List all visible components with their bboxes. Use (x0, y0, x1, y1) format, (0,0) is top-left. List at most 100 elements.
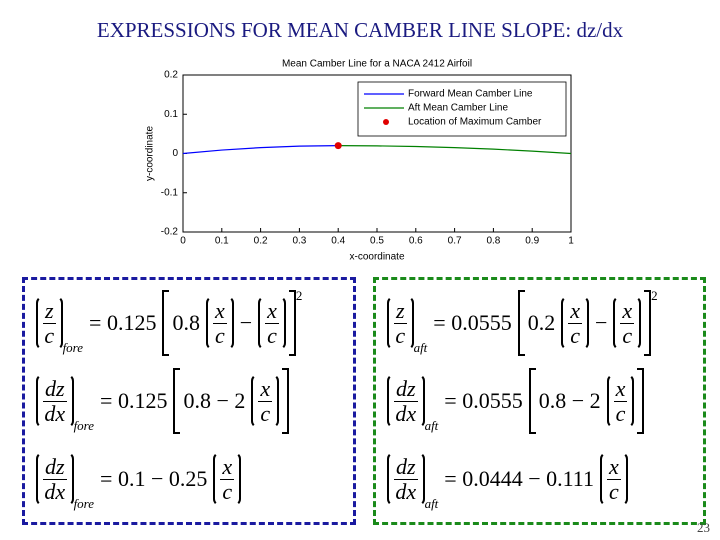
left-paren (561, 296, 568, 350)
denominator: c (267, 322, 277, 348)
subscript: aft (424, 496, 439, 511)
right-bracket (637, 368, 645, 434)
left-paren (213, 452, 220, 506)
denominator: dx (395, 478, 417, 504)
x-tick-label: 0.3 (292, 236, 306, 247)
bracket-group: 0.2 x c − x c 2 (517, 288, 658, 356)
subscript: aft (424, 418, 439, 433)
y-tick-label: -0.1 (161, 187, 179, 198)
denominator: c (570, 322, 580, 348)
bracket-lead: 0.8 − 2 (538, 388, 601, 413)
y-tick-label: 0 (172, 148, 178, 159)
rhs-lead: = 0.0555 (433, 310, 512, 335)
left-paren (599, 452, 607, 506)
denominator: c (608, 478, 619, 504)
right-bracket (282, 368, 290, 434)
rhs-lead: = 0.0444 − 0.111 (444, 466, 594, 491)
left-paren (205, 296, 213, 350)
fore-equation-box: z c fore = 0.125 0.8 x c − x c 2 dz dx fore = 0.125 0.8… (22, 277, 356, 525)
right-paren (627, 374, 635, 428)
right-paren (279, 296, 286, 350)
fraction: dz dx (43, 453, 67, 504)
legend-label: Location of Maximum Camber (408, 117, 542, 128)
paren-group: dz dx aft (387, 452, 438, 511)
bracket-lead: 0.8 − 2 (183, 388, 246, 413)
left-paren (613, 296, 620, 350)
x-tick-label: 0.4 (331, 236, 345, 247)
bracket-group: 0.8 x c − x c 2 (162, 288, 303, 356)
left-paren (387, 452, 394, 506)
left-paren (36, 452, 43, 506)
denominator: c (615, 400, 626, 426)
subscript: fore (73, 496, 95, 511)
paren-group: dz dx fore (36, 374, 94, 433)
numerator: x (568, 297, 582, 324)
right-paren (67, 374, 74, 428)
chart: Mean Camber Line for a NACA 2412 Airfoil… (145, 59, 575, 263)
right-paren (272, 374, 280, 428)
fraction: dz dx (394, 453, 418, 504)
legend-label: Forward Mean Camber Line (408, 89, 533, 100)
denominator: dx (44, 400, 66, 426)
equation: z c fore = 0.125 0.8 x c − x c 2 (33, 284, 305, 362)
slide-title: EXPRESSIONS FOR MEAN CAMBER LINE SLOPE: … (96, 18, 624, 42)
fraction: dz dx (394, 376, 418, 426)
rhs-lead: = 0.125 (89, 310, 157, 335)
right-paren (418, 374, 425, 428)
right-paren (407, 296, 414, 350)
chart-title: Mean Camber Line for a NACA 2412 Airfoil (282, 59, 472, 70)
x-tick-label: 0.8 (486, 236, 500, 247)
bracket-lead: 0.8 (172, 310, 200, 335)
equation: dz dx aft = 0.0444 − 0.111 x c (384, 440, 661, 518)
right-paren (227, 296, 234, 350)
numerator: x (606, 453, 621, 480)
left-paren (606, 374, 614, 428)
legend-label: Aft Mean Camber Line (408, 103, 508, 114)
subscript: fore (62, 340, 84, 355)
equation: z c aft = 0.0555 0.2 x c − x c 2 (384, 284, 661, 362)
numerator: x (620, 297, 635, 324)
numerator: x (258, 375, 273, 402)
right-paren (56, 296, 63, 350)
equation-list: z c aft = 0.0555 0.2 x c − x c 2 dz dx aft = 0.0555 0.8… (384, 284, 661, 518)
exponent: 2 (295, 288, 303, 303)
page-number: 23 (697, 520, 710, 535)
left-paren (251, 374, 258, 428)
rhs-lead: = 0.0555 (444, 388, 523, 413)
denominator: c (44, 322, 55, 348)
left-bracket (173, 368, 181, 434)
right-paren (67, 452, 74, 506)
equation-list: z c fore = 0.125 0.8 x c − x c 2 dz dx fore = 0.125 0.8… (33, 284, 305, 518)
numerator: z (394, 297, 407, 324)
numerator: dz (43, 453, 67, 480)
numerator: dz (394, 453, 418, 480)
left-paren (258, 296, 265, 350)
numerator: z (43, 297, 56, 324)
paren-group: z c fore (36, 296, 83, 355)
y-tick-label: 0.1 (164, 109, 178, 120)
left-bracket (528, 368, 536, 434)
numerator: dz (43, 375, 67, 402)
x-tick-label: 0.5 (370, 236, 384, 247)
paren-group: dz dx aft (387, 374, 438, 433)
y-tick-label: 0.2 (164, 70, 178, 81)
paren-group: dz dx fore (36, 452, 94, 511)
rhs-lead: = 0.125 (100, 388, 168, 413)
denominator: c (222, 478, 233, 504)
denominator: dx (44, 478, 66, 504)
paren-group: z c aft (387, 296, 427, 355)
